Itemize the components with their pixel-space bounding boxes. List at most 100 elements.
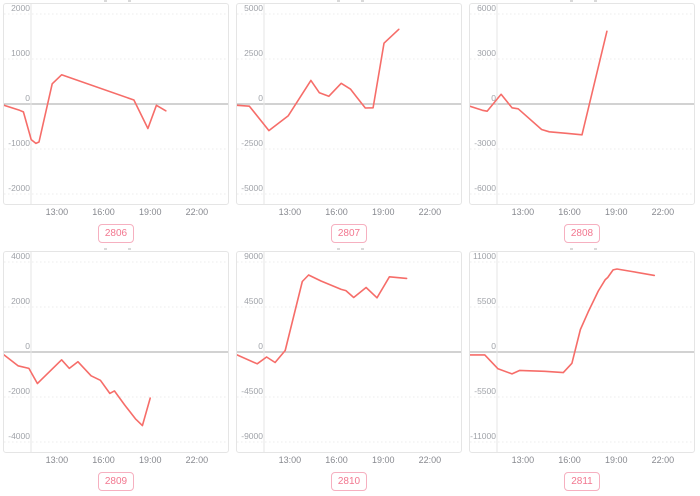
series-line xyxy=(237,28,400,132)
clipped-title-fragment xyxy=(104,248,107,250)
x-tick-label: 22:00 xyxy=(418,455,442,465)
y-tick-label: -4500 xyxy=(241,386,263,396)
badge-row: 2807 xyxy=(236,223,462,243)
chart-cell: 4000 2000 0 -2000 -4000 13:00 16:00 19:00 22:00 2… xyxy=(0,248,233,496)
y-tick-label: -1000 xyxy=(8,138,30,148)
clipped-title-fragment xyxy=(594,0,597,2)
clipped-title-fragment xyxy=(128,0,131,2)
y-tick-label: 6000 xyxy=(477,4,496,13)
y-tick-label: 9000 xyxy=(244,252,263,261)
x-tick-label: 22:00 xyxy=(651,207,675,217)
chart-id-badge[interactable]: 2811 xyxy=(564,472,600,491)
x-tick-label: 16:00 xyxy=(558,455,581,465)
chart-svg: 6000 3000 0 -3000 -6000 xyxy=(470,4,694,204)
clipped-title-fragment xyxy=(361,248,364,250)
y-tick-label: -2000 xyxy=(8,183,30,193)
y-tick-label: 4000 xyxy=(11,252,30,261)
clipped-title-fragment xyxy=(594,248,597,250)
clipped-title-fragment xyxy=(337,0,340,2)
chart-panel: 11000 5500 0 -5500 -11000 xyxy=(469,251,695,453)
clipped-title-fragment xyxy=(570,0,573,2)
x-tick-label: 13:00 xyxy=(278,455,302,465)
y-tick-label: 1000 xyxy=(11,48,30,58)
chart-cell: 5000 2500 0 -2500 -5000 13:00 16:00 19:00 22:00 2… xyxy=(233,0,466,248)
series-line xyxy=(237,274,408,365)
chart-id-badge[interactable]: 2808 xyxy=(563,224,601,243)
x-tick-label: 16:00 xyxy=(92,455,115,465)
clipped-title-fragment xyxy=(128,248,131,250)
chart-id-badge[interactable]: 2809 xyxy=(97,472,135,491)
y-tick-label: 0 xyxy=(258,341,263,351)
x-tick-label: 16:00 xyxy=(325,207,348,217)
clipped-title-fragment xyxy=(337,248,340,250)
chart-id-badge[interactable]: 2807 xyxy=(330,224,368,243)
x-axis-labels: 13:00 16:00 19:00 22:00 xyxy=(233,454,466,469)
x-tick-label: 22:00 xyxy=(418,207,442,217)
y-tick-label: -6000 xyxy=(474,183,496,193)
badge-row: 2809 xyxy=(3,471,229,491)
chart-cell: 9000 4500 0 -4500 -9000 13:00 16:00 19:00 22:00 2… xyxy=(233,248,466,496)
chart-panel: 9000 4500 0 -4500 -9000 xyxy=(236,251,462,453)
x-tick-label: 19:00 xyxy=(604,207,628,217)
y-tick-label: 0 xyxy=(25,93,30,103)
x-tick-label: 19:00 xyxy=(371,455,395,465)
y-tick-label: 2500 xyxy=(244,48,263,58)
x-tick-label: 13:00 xyxy=(278,207,302,217)
series-line xyxy=(4,74,167,145)
chart-cell: 11000 5500 0 -5500 -11000 13:00 16:00 19:00 22:0… xyxy=(466,248,699,496)
clipped-title-fragment xyxy=(104,0,107,2)
chart-id-badge[interactable]: 2806 xyxy=(97,224,135,243)
y-tick-label: -4000 xyxy=(8,431,30,441)
chart-panel: 6000 3000 0 -3000 -6000 xyxy=(469,3,695,205)
x-tick-label: 22:00 xyxy=(651,455,675,465)
y-tick-label: -3000 xyxy=(474,138,496,148)
badge-row: 2810 xyxy=(236,471,462,491)
chart-panel: 2000 1000 0 -1000 -2000 xyxy=(3,3,229,205)
badge-row: 2808 xyxy=(469,223,695,243)
series-line xyxy=(470,30,608,136)
y-tick-label: 5000 xyxy=(244,4,263,13)
chart-svg: 2000 1000 0 -1000 -2000 xyxy=(4,4,228,204)
chart-svg: 9000 4500 0 -4500 -9000 xyxy=(237,252,461,452)
chart-svg: 4000 2000 0 -2000 -4000 xyxy=(4,252,228,452)
chart-svg: 11000 5500 0 -5500 -11000 xyxy=(470,252,694,452)
y-tick-label: 0 xyxy=(25,341,30,351)
x-axis-labels: 13:00 16:00 19:00 22:00 xyxy=(0,454,233,469)
y-tick-label: 3000 xyxy=(477,48,496,58)
y-tick-label: 2000 xyxy=(11,4,30,13)
y-tick-label: 0 xyxy=(258,93,263,103)
x-tick-label: 19:00 xyxy=(138,455,162,465)
chart-panel: 5000 2500 0 -2500 -5000 xyxy=(236,3,462,205)
y-tick-label: 0 xyxy=(491,93,496,103)
x-tick-label: 16:00 xyxy=(325,455,348,465)
badge-row: 2811 xyxy=(469,471,695,491)
badge-row: 2806 xyxy=(3,223,229,243)
y-tick-label: -11000 xyxy=(470,431,496,441)
y-tick-label: -9000 xyxy=(241,431,263,441)
series-line xyxy=(4,354,151,427)
x-tick-label: 13:00 xyxy=(45,207,69,217)
x-axis-labels: 13:00 16:00 19:00 22:00 xyxy=(466,454,699,469)
x-tick-label: 16:00 xyxy=(558,207,581,217)
y-tick-label: -2500 xyxy=(241,138,263,148)
y-tick-label: 11000 xyxy=(473,252,496,261)
x-axis-labels: 13:00 16:00 19:00 22:00 xyxy=(466,206,699,221)
x-tick-label: 19:00 xyxy=(371,207,395,217)
x-tick-label: 16:00 xyxy=(92,207,115,217)
y-tick-label: -5000 xyxy=(241,183,263,193)
x-axis-labels: 13:00 16:00 19:00 22:00 xyxy=(0,206,233,221)
chart-id-badge[interactable]: 2810 xyxy=(330,472,368,491)
chart-cell: 2000 1000 0 -1000 -2000 13:00 16:00 19:00 22:00 2… xyxy=(0,0,233,248)
x-tick-label: 22:00 xyxy=(185,455,209,465)
chart-panel: 4000 2000 0 -2000 -4000 xyxy=(3,251,229,453)
y-tick-label: 5500 xyxy=(477,296,496,306)
clipped-title-fragment xyxy=(570,248,573,250)
y-tick-label: 2000 xyxy=(11,296,30,306)
x-tick-label: 13:00 xyxy=(511,455,535,465)
y-tick-label: 4500 xyxy=(244,296,263,306)
series-line xyxy=(470,268,656,375)
x-axis-labels: 13:00 16:00 19:00 22:00 xyxy=(233,206,466,221)
clipped-title-fragment xyxy=(361,0,364,2)
x-tick-label: 19:00 xyxy=(604,455,628,465)
